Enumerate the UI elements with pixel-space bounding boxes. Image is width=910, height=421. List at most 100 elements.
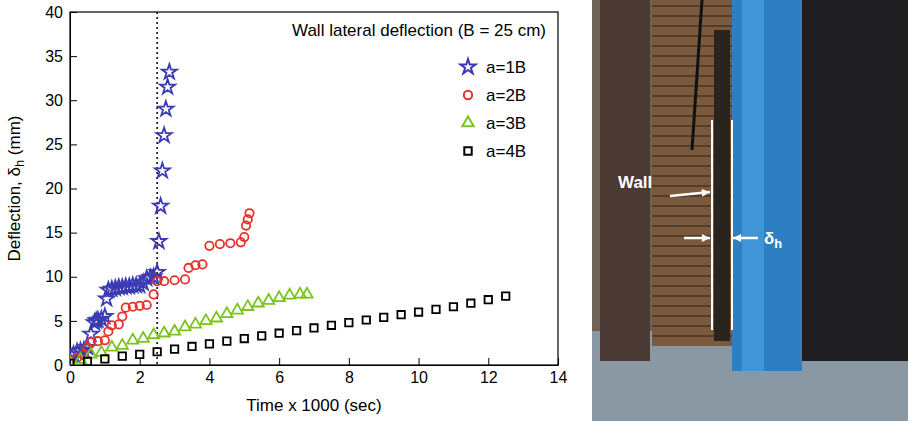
point <box>158 101 173 115</box>
point <box>118 312 126 320</box>
y-tick-mark <box>70 144 77 145</box>
x-tick-mark <box>140 358 141 365</box>
series <box>70 292 509 365</box>
x-tick-label: 4 <box>205 369 214 386</box>
y-tick-label: 40 <box>45 4 63 21</box>
y-tick-mark <box>70 365 77 366</box>
photo-background <box>592 0 908 421</box>
y-tick-mark <box>70 56 77 57</box>
point <box>160 79 175 93</box>
x-tick-mark <box>209 358 210 365</box>
y-tick-label: 10 <box>45 268 63 285</box>
y-tick-label: 0 <box>54 357 63 374</box>
series <box>70 209 254 365</box>
point <box>253 297 264 307</box>
photo-cable <box>692 0 702 150</box>
plot-frame <box>70 12 558 365</box>
point <box>293 327 300 334</box>
y-tick: 20 <box>45 180 77 197</box>
y-tick-label: 15 <box>45 224 63 241</box>
chart-title: Wall lateral deflection (B = 25 cm) <box>292 21 546 40</box>
figure: 024681012140510152025303540Time x 1000 (… <box>0 0 910 421</box>
point <box>226 239 234 247</box>
point <box>284 289 295 299</box>
point <box>70 360 74 365</box>
x-tick-label: 10 <box>410 369 428 386</box>
point <box>70 358 74 365</box>
point <box>450 303 457 310</box>
photo-label-deflection: δh <box>764 229 782 251</box>
x-tick: 4 <box>205 358 214 386</box>
photo-label-wall: Wall <box>618 173 652 192</box>
point <box>328 322 335 329</box>
point <box>258 332 265 339</box>
point <box>169 325 180 335</box>
photo-blue-column <box>732 0 802 371</box>
y-tick-label: 30 <box>45 92 63 109</box>
point <box>205 242 213 250</box>
point <box>241 335 248 342</box>
point <box>101 355 108 362</box>
x-tick-mark <box>349 358 350 365</box>
point <box>216 240 224 248</box>
photo-measure-line <box>731 120 733 330</box>
point <box>245 209 253 217</box>
point <box>221 307 232 317</box>
x-tick-mark <box>558 358 559 365</box>
y-axis-title: Deflection, δh (mm) <box>5 116 27 262</box>
photo-left-arrow-head <box>702 234 710 242</box>
point <box>211 312 222 322</box>
x-tick: 8 <box>345 358 354 386</box>
point <box>198 260 206 268</box>
x-tick-mark <box>419 358 420 365</box>
point <box>160 277 168 285</box>
point <box>380 314 387 321</box>
photo-blue-flange <box>742 0 764 371</box>
y-tick-mark <box>70 189 77 190</box>
y-tick-mark <box>70 100 77 101</box>
point <box>274 291 285 301</box>
x-tick-label: 0 <box>66 369 75 386</box>
photo-wall-edge <box>714 30 730 341</box>
point <box>467 300 474 307</box>
legend-label: a=4B <box>486 142 526 161</box>
point <box>345 319 352 326</box>
photo-wall-arrow-head <box>702 189 710 197</box>
x-tick: 12 <box>480 358 498 386</box>
point <box>240 233 248 241</box>
point <box>151 234 166 248</box>
x-tick-label: 12 <box>480 369 498 386</box>
legend-label: a=3B <box>486 114 526 133</box>
y-tick-label: 35 <box>45 48 63 65</box>
point <box>263 294 274 304</box>
x-axis-line <box>71 365 559 366</box>
legend-symbol <box>460 59 475 73</box>
x-axis: 0 2 4 6 8 10 12 14 <box>66 358 567 386</box>
series <box>70 64 177 365</box>
point <box>190 318 201 328</box>
y-tick-label: 20 <box>45 180 63 197</box>
point <box>206 340 213 347</box>
point <box>136 351 143 358</box>
x-tick: 2 <box>136 358 145 386</box>
legend-label: a=1B <box>486 58 526 77</box>
point <box>162 64 177 78</box>
point <box>200 314 211 324</box>
point <box>84 358 91 365</box>
point <box>138 332 149 342</box>
point <box>170 276 178 284</box>
x-tick-mark <box>279 358 280 365</box>
reference-line <box>156 12 158 365</box>
legend-symbol <box>464 147 471 154</box>
point <box>415 308 422 315</box>
point <box>242 300 253 310</box>
point <box>363 316 370 323</box>
y-tick-mark <box>70 233 77 234</box>
x-tick: 6 <box>275 358 284 386</box>
legend: a=1Ba=2Ba=3Ba=4B <box>460 58 526 161</box>
point <box>101 336 109 344</box>
point <box>397 311 404 318</box>
point <box>143 301 151 309</box>
y-tick-label: 25 <box>45 136 63 153</box>
x-tick-label: 14 <box>550 369 568 386</box>
